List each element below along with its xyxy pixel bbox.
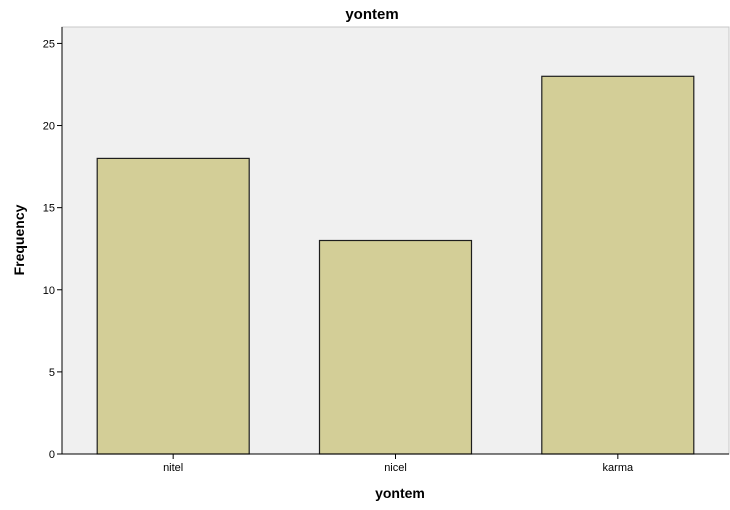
y-tick-label: 25	[43, 38, 55, 50]
y-axis-ticks: 0 5 10 15 20 25	[43, 38, 62, 461]
x-tick-label: nitel	[163, 462, 183, 474]
bar-karma	[541, 75, 695, 455]
y-tick-label: 5	[49, 367, 55, 379]
x-axis-title: yontem	[375, 485, 425, 501]
y-axis-title: Frequency	[11, 204, 27, 275]
y-tick-label: 0	[49, 449, 55, 461]
x-axis-ticks: nitel nicel karma	[163, 454, 634, 474]
x-tick-label: karma	[603, 462, 634, 474]
bar-nitel	[96, 157, 250, 455]
bars	[96, 75, 695, 455]
y-tick-label: 15	[43, 203, 55, 215]
y-tick-label: 20	[43, 121, 55, 133]
chart-title: yontem	[345, 6, 398, 23]
x-tick-label: nicel	[384, 462, 407, 474]
y-tick-label: 10	[43, 285, 55, 297]
bar-nicel	[318, 239, 473, 455]
